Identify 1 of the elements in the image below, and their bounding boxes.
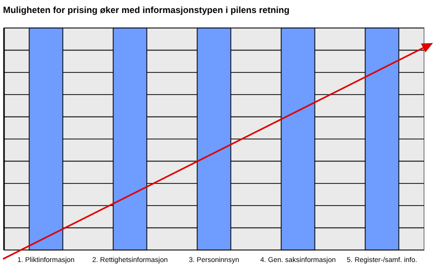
chart-title: Muligheten for prising øker med informasjonstypen i pilens retning	[3, 5, 290, 15]
